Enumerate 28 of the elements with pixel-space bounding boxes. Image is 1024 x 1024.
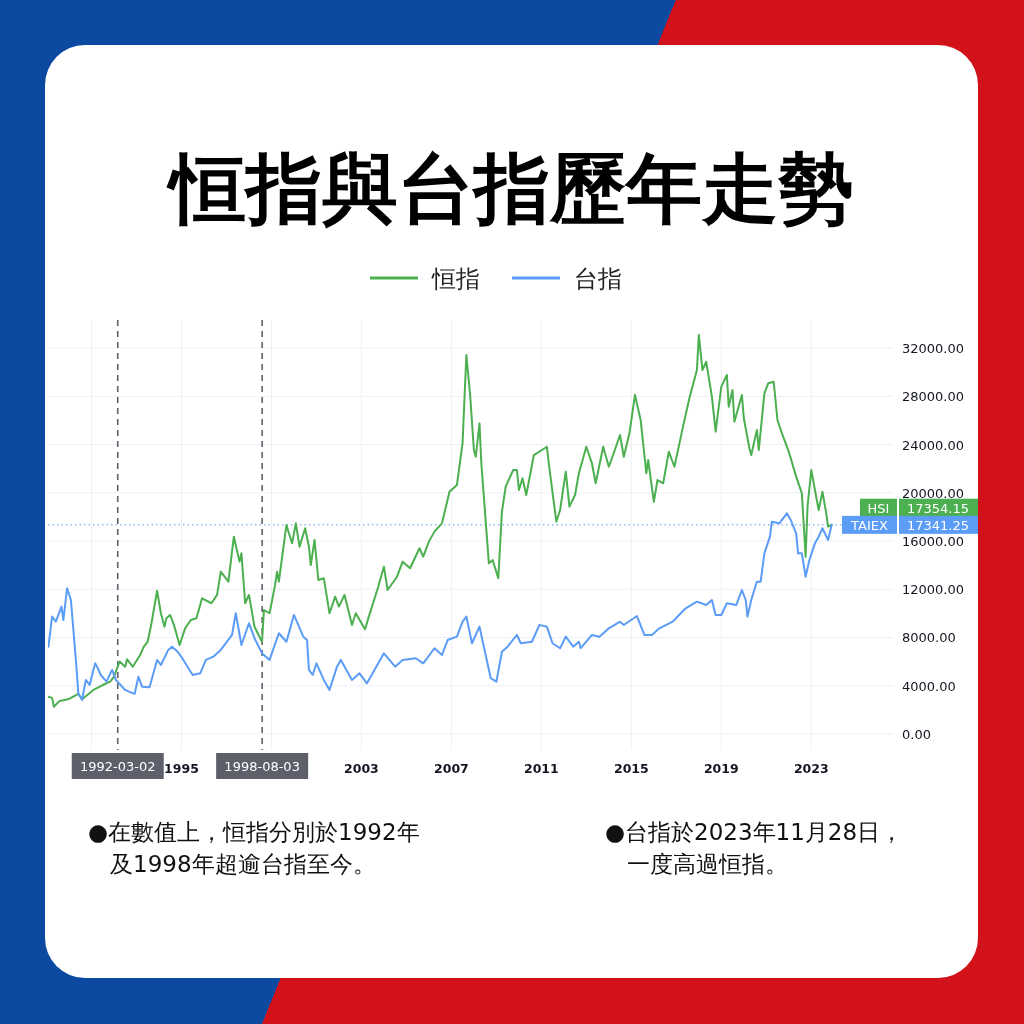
annotation: TAIEX — [850, 517, 888, 533]
x-tick-label: 2007 — [434, 761, 469, 776]
y-tick-label: 8000.00 — [902, 630, 956, 646]
y-tick-label: 12000.00 — [902, 582, 965, 598]
ref-line-label: 1992-03-02 — [79, 759, 156, 774]
ref-line-label: 1998-08-03 — [224, 759, 300, 774]
line-series — [48, 333, 833, 708]
y-tick-label: 28000.00 — [902, 389, 965, 405]
chart-title: 恒指與台指歷年走勢 — [166, 144, 854, 233]
x-tick-label: 2003 — [344, 761, 379, 776]
text: ●在數值上，恒指分別於1992年及1998年超逾台指至今。 — [88, 818, 421, 879]
y-tick-label: 32000.00 — [902, 341, 965, 357]
x-tick-label: 1995 — [164, 761, 199, 776]
text: 17341.25 — [906, 517, 970, 533]
text: ●台指於2023年11月28日，一度高過恒指。 — [605, 818, 905, 879]
y-tick-label: 24000.00 — [902, 437, 965, 453]
legend-label: 恒指 — [431, 265, 480, 293]
text: 17354.15 — [906, 500, 970, 516]
annotation: HSI — [867, 500, 890, 516]
legend-label: 台指 — [574, 265, 622, 293]
x-tick-label: 2011 — [523, 761, 559, 776]
y-tick-label: 20000.00 — [902, 485, 965, 501]
y-tick-label: 0.00 — [902, 726, 931, 742]
x-tick-label: 2015 — [613, 761, 649, 776]
x-tick-label: 2019 — [703, 761, 739, 776]
x-tick-label: 2023 — [793, 761, 829, 776]
y-tick-label: 16000.00 — [902, 534, 965, 550]
y-tick-label: 4000.00 — [902, 678, 956, 694]
